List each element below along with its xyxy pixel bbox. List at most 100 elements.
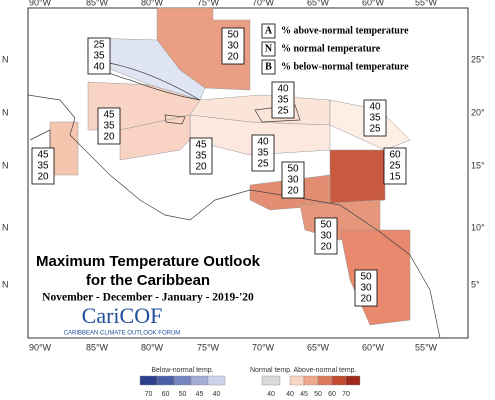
lon-label-bottom: 75°W: [197, 342, 220, 352]
key-box: [257, 18, 418, 76]
prob-box: [221, 27, 245, 65]
prob-box: [281, 161, 305, 199]
lat-label-left: N: [2, 54, 9, 64]
prob-below: 25: [369, 124, 381, 135]
prob-normal: 30: [287, 175, 299, 186]
prob-above: 25: [93, 40, 105, 51]
prob-box: [383, 147, 407, 185]
prob-normal: 35: [93, 51, 105, 62]
prob-box: [87, 37, 111, 75]
colorbar-tick: 40: [267, 391, 275, 398]
colorbar-tick: 50: [314, 391, 322, 398]
prob-below: 40: [93, 62, 105, 73]
colorbar-label: Below-normal temp.: [151, 367, 213, 374]
prob-above: 60: [389, 150, 401, 161]
lat-label: 20°: [471, 107, 485, 117]
key-letter: A: [265, 25, 273, 36]
region: [329, 149, 386, 206]
prob-above: 40: [257, 137, 269, 148]
colorbar-tick: 60: [328, 391, 336, 398]
prob-box: [97, 107, 121, 145]
key-text: % below-normal temperature: [281, 61, 409, 72]
prob-normal: 30: [360, 283, 372, 294]
lat-label-left: N: [2, 279, 9, 289]
colorbar-tick: 40: [213, 391, 221, 398]
colorbar-swatch: [331, 375, 347, 386]
prob-normal: 35: [369, 113, 381, 124]
lon-label-bottom: 55°W: [415, 342, 438, 352]
lon-label-top: 90°W: [29, 0, 52, 7]
lon-label-bottom: 70°W: [252, 342, 275, 352]
key-text: % above-normal temperature: [281, 25, 409, 36]
prob-above: 50: [287, 164, 299, 175]
prob-normal: 30: [227, 41, 239, 52]
lon-label-bottom: 85°W: [86, 342, 109, 352]
lon-label-bottom: 80°W: [141, 342, 164, 352]
prob-above: 50: [360, 272, 372, 283]
prob-above: 45: [37, 150, 49, 161]
prob-normal: 35: [195, 151, 207, 162]
prob-normal: 30: [320, 231, 332, 242]
colorbar-tick: 45: [300, 391, 308, 398]
colorbar-swatch: [261, 375, 281, 386]
prob-below: 20: [103, 132, 115, 143]
logo-tagline: CARIBBEAN CLIMATE OUTLOOK FORUM: [64, 331, 181, 337]
key-letter-box: [261, 41, 276, 57]
prob-below: 20: [320, 242, 332, 253]
colorbar-swatch: [190, 375, 209, 386]
prob-below: 20: [360, 294, 372, 305]
prob-above: 50: [227, 30, 239, 41]
colorbar-swatch: [345, 375, 361, 386]
lat-label-left: N: [2, 107, 9, 117]
colorbar-tick: 45: [196, 391, 204, 398]
lon-label-top: 70°W: [252, 0, 275, 7]
prob-below: 20: [227, 52, 239, 63]
prob-normal: 25: [389, 161, 401, 172]
lat-label-left: N: [2, 160, 9, 170]
prob-normal: 35: [277, 95, 289, 106]
prob-below: 15: [389, 172, 401, 183]
period: November - December - January - 2019-'20: [42, 292, 254, 304]
colorbar-tick: 50: [179, 391, 187, 398]
colorbar-swatch: [139, 375, 158, 386]
prob-box: [314, 217, 338, 255]
lat-label: 15°: [471, 160, 485, 170]
lat-label: 10°: [471, 222, 485, 232]
prob-below: 20: [37, 172, 49, 183]
prob-above: 50: [320, 220, 332, 231]
prob-below: 20: [287, 186, 299, 197]
prob-box: [251, 134, 275, 172]
key-text: % normal temperature: [281, 43, 381, 54]
prob-below: 20: [195, 162, 207, 173]
prob-above: 40: [277, 84, 289, 95]
prob-box: [354, 269, 378, 307]
prob-above: 40: [369, 102, 381, 113]
lon-label-top: 85°W: [86, 0, 109, 7]
colorbar-tick: 70: [342, 391, 350, 398]
prob-below: 25: [277, 106, 289, 117]
key-letter-box: [261, 59, 276, 75]
colorbar-swatch: [156, 375, 175, 386]
prob-box: [363, 99, 387, 137]
colorbar-tick: 60: [162, 391, 170, 398]
lat-label: 25°: [471, 54, 485, 64]
key-letter: N: [265, 43, 273, 54]
lon-label-top: 55°W: [415, 0, 438, 7]
prob-normal: 35: [257, 148, 269, 159]
key-letter: B: [265, 61, 272, 72]
title-line1: Maximum Temperature Outlook: [36, 253, 261, 270]
lon-label-bottom: 65°W: [307, 342, 330, 352]
colorbar-label: Above-normal temp.: [293, 367, 356, 374]
lon-label-top: 80°W: [141, 0, 164, 7]
key-letter-box: [261, 23, 276, 39]
prob-box: [189, 137, 213, 175]
logo-name: CariCOF: [82, 303, 163, 328]
lon-label-top: 60°W: [362, 0, 385, 7]
title-line2: for the Caribbean: [86, 272, 210, 289]
region: [119, 114, 191, 161]
colorbar-swatch: [173, 375, 192, 386]
prob-box: [31, 147, 55, 185]
colorbar-swatch: [303, 375, 319, 386]
colorbar-swatch: [317, 375, 333, 386]
lon-label-top: 75°W: [197, 0, 220, 7]
